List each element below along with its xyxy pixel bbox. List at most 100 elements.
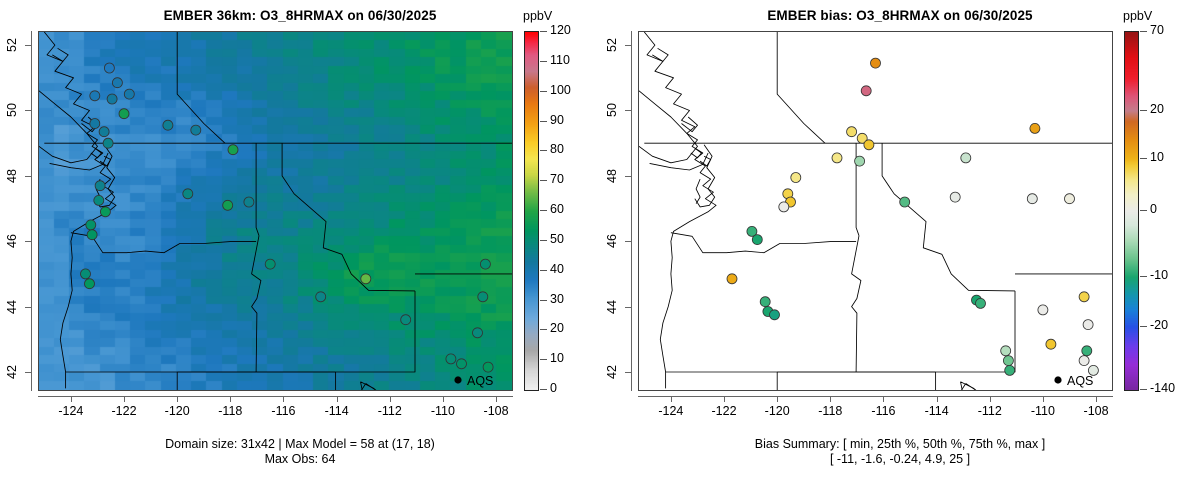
y-tick-mark xyxy=(625,175,631,177)
x-tick-label: -108 xyxy=(1083,404,1109,418)
station-marker xyxy=(85,219,97,231)
colorbar-tick-mark xyxy=(540,359,547,360)
x-tick-label: -108 xyxy=(483,404,509,418)
x-tick-mark xyxy=(177,396,179,402)
colorbar-tick-label: 60 xyxy=(550,202,564,216)
map-boundary-line xyxy=(681,116,698,133)
station-marker xyxy=(1037,304,1049,316)
colorbar-tick-label: -20 xyxy=(1150,318,1169,332)
map-boundary-line xyxy=(652,47,669,62)
station-marker xyxy=(899,196,911,208)
station-marker xyxy=(477,291,489,303)
model-caption: Domain size: 31x42 | Max Model = 58 at (… xyxy=(0,437,600,467)
x-tick-mark xyxy=(442,396,444,402)
station-marker xyxy=(104,62,115,74)
x-tick-label: -118 xyxy=(218,404,243,418)
y-tick-mark xyxy=(625,45,631,47)
colorbar-tick-label: -10 xyxy=(1150,268,1169,282)
x-tick-mark xyxy=(230,396,232,402)
station-marker xyxy=(1078,291,1090,303)
station-marker xyxy=(84,278,95,290)
x-tick-mark xyxy=(70,396,72,402)
model-caption-line2: Max Obs: 64 xyxy=(264,452,336,466)
y-tick-label: 52 xyxy=(5,38,19,53)
colorbar-tick-mark xyxy=(1140,110,1147,111)
x-tick-mark xyxy=(936,396,938,402)
station-marker xyxy=(1000,345,1012,357)
model-colorbar-unit: ppbV xyxy=(523,9,553,23)
colorbar-tick-mark xyxy=(540,270,547,271)
station-marker xyxy=(726,273,738,285)
y-tick-mark xyxy=(25,372,31,374)
x-tick-mark xyxy=(336,396,338,402)
x-tick-mark xyxy=(1096,396,1098,402)
station-marker xyxy=(1081,345,1093,357)
x-tick-mark xyxy=(283,396,285,402)
model-map-plot: AQS xyxy=(38,31,513,391)
map-boundary-line xyxy=(855,143,860,236)
colorbar-tick-mark xyxy=(540,240,547,241)
y-tick-mark xyxy=(25,241,31,243)
map-boundary-line xyxy=(176,32,226,144)
station-marker xyxy=(100,206,111,218)
station-marker xyxy=(93,194,105,206)
model-map-clip: AQS xyxy=(39,32,512,390)
bias-caption: Bias Summary: [ min, 25th %, 50th %, 75t… xyxy=(600,437,1200,467)
map-boundary-line xyxy=(695,178,701,204)
station-marker xyxy=(860,85,872,97)
station-marker xyxy=(482,361,494,373)
station-marker xyxy=(746,225,758,237)
bias-map-overlay: AQS xyxy=(639,32,1112,390)
x-tick-label: -114 xyxy=(924,404,949,418)
aqs-legend-dot xyxy=(454,376,462,384)
station-marker xyxy=(315,291,327,303)
y-tick-mark xyxy=(25,45,31,47)
station-marker xyxy=(863,139,875,151)
y-tick-label: 42 xyxy=(605,365,619,379)
bias-caption-line1: Bias Summary: [ min, 25th %, 50th %, 75t… xyxy=(754,437,1046,451)
x-tick-mark xyxy=(1042,396,1044,402)
map-boundary-line xyxy=(699,155,712,167)
colorbar-tick-mark xyxy=(540,121,547,122)
colorbar-tick-label: 50 xyxy=(550,232,564,246)
colorbar-tick-label: 70 xyxy=(550,172,564,186)
x-tick-label: -112 xyxy=(977,404,1002,418)
station-marker xyxy=(778,201,790,213)
model-panel: EMBER 36km: O3_8HRMAX on 06/30/2025 AQS … xyxy=(0,8,600,467)
x-tick-mark xyxy=(670,396,672,402)
x-tick-mark xyxy=(777,396,779,402)
x-tick-label: -114 xyxy=(324,404,349,418)
aqs-legend: AQS xyxy=(1054,374,1093,388)
bias-caption-line2: [ -11, -1.6, -0.24, 4.9, 25 ] xyxy=(829,452,971,466)
map-boundary-line xyxy=(776,32,826,144)
station-marker xyxy=(1087,364,1099,376)
map-boundary-line xyxy=(961,383,977,390)
map-boundary-line xyxy=(649,152,709,171)
map-boundary-line xyxy=(256,290,416,373)
station-marker xyxy=(1029,123,1041,134)
model-map-overlay: AQS xyxy=(39,32,512,390)
bias-colorbar-unit: ppbV xyxy=(1123,9,1153,23)
colorbar-tick-mark xyxy=(540,210,547,211)
x-tick-mark xyxy=(883,396,885,402)
map-boundary-line xyxy=(39,90,98,164)
station-marker xyxy=(112,77,123,89)
colorbar-tick-mark xyxy=(540,389,547,390)
colorbar-tick-mark xyxy=(540,150,547,151)
y-tick-mark xyxy=(25,175,31,177)
x-tick-mark xyxy=(124,396,126,402)
colorbar-tick-mark xyxy=(1140,389,1147,390)
y-tick-label: 44 xyxy=(5,299,19,314)
colorbar-tick-label: 40 xyxy=(550,262,564,276)
station-marker xyxy=(89,90,101,102)
station-marker xyxy=(751,234,763,246)
station-marker xyxy=(106,93,118,105)
map-boundary-line xyxy=(251,235,262,373)
y-tick-mark xyxy=(25,110,31,112)
map-boundary-line xyxy=(49,152,109,171)
colorbar-tick-mark xyxy=(1140,31,1147,32)
station-marker xyxy=(102,137,114,149)
x-tick-mark xyxy=(989,396,991,402)
colorbar-tick-label: 120 xyxy=(550,23,571,37)
